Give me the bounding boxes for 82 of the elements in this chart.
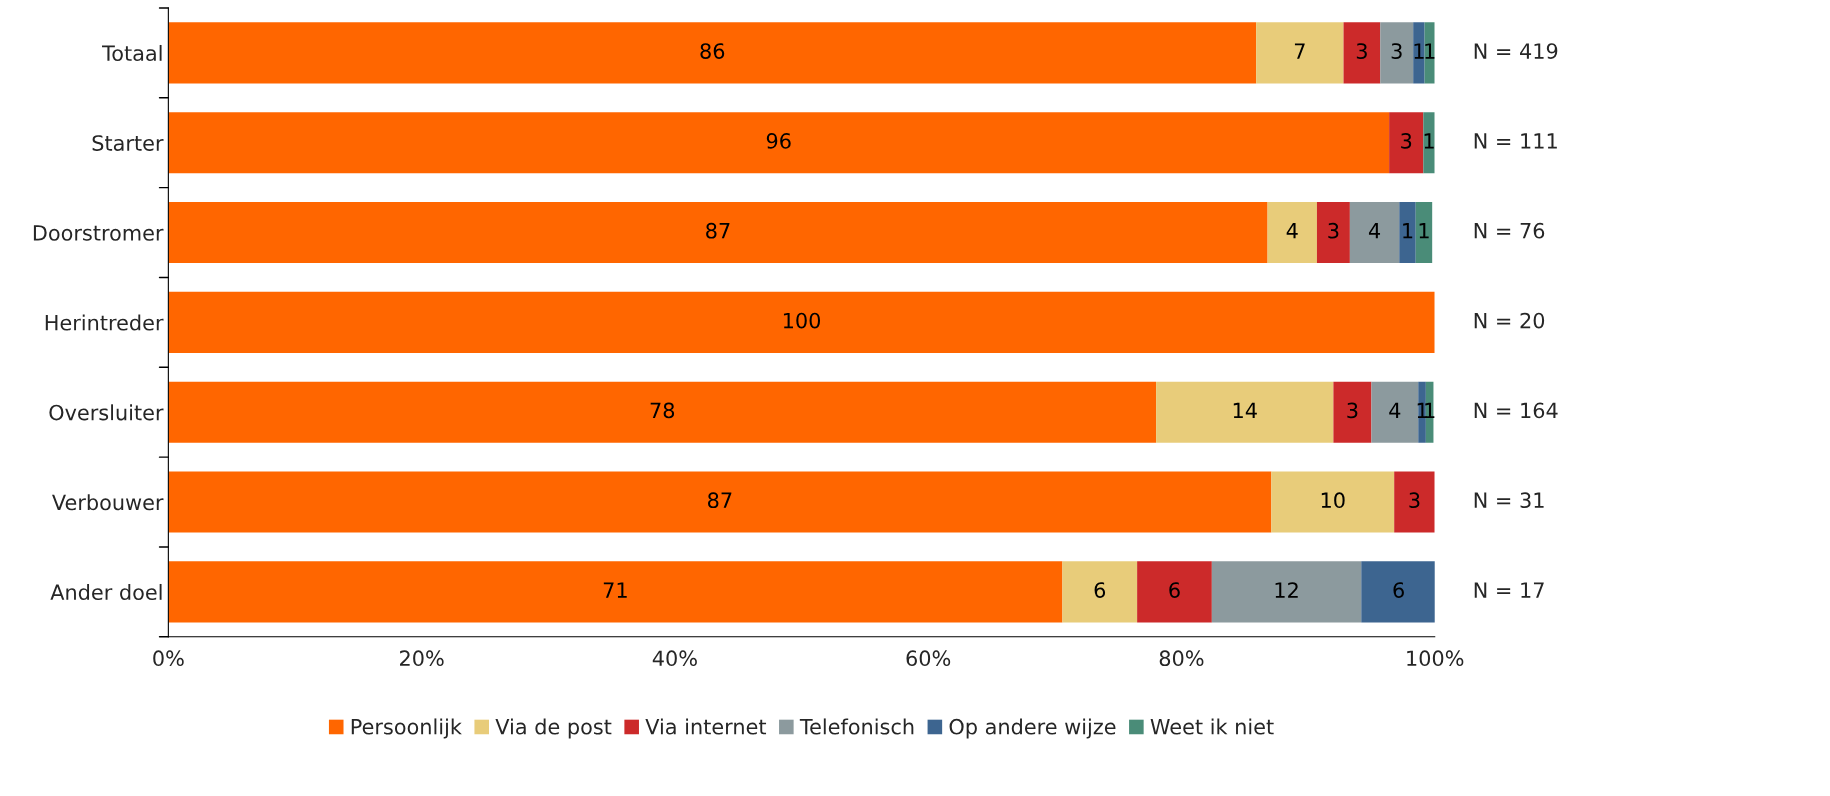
data-label: 100 <box>783 312 821 329</box>
x-tick-label: 60% <box>906 650 951 667</box>
legend-label: Op andere wijze <box>949 718 1116 739</box>
data-label: 14 <box>1233 402 1257 418</box>
data-label: 78 <box>650 402 675 419</box>
data-label: 71 <box>603 582 627 598</box>
bar <box>1333 381 1372 443</box>
bar <box>1316 202 1350 264</box>
y-tick-label: Starter <box>92 135 164 151</box>
y-tick-label: Totaal <box>102 44 162 62</box>
bar <box>168 22 1257 84</box>
data-label: 96 <box>766 133 791 149</box>
bar <box>168 291 1435 353</box>
data-label: 1 <box>1424 133 1434 149</box>
legend-label: Via internet <box>645 718 767 735</box>
bar <box>1361 561 1435 623</box>
bar <box>1267 202 1317 264</box>
x-tick-label: 20% <box>400 650 444 667</box>
y-tick-label: Herintreder <box>45 314 164 331</box>
data-label: 12 <box>1275 582 1298 598</box>
bar <box>1349 202 1400 264</box>
data-label: 4 <box>1368 223 1381 239</box>
data-label: 7 <box>1294 43 1305 59</box>
bar <box>1413 22 1425 84</box>
y-tick-label: Verbouwer <box>52 494 164 511</box>
y-tick-label: Oversluiter <box>49 404 164 421</box>
bar <box>1156 381 1334 443</box>
bar <box>1415 202 1433 264</box>
text: N = 31 <box>1474 492 1544 509</box>
data-label: 1 <box>1403 223 1413 239</box>
x-tick-label: 40% <box>652 650 697 667</box>
legend-label: Via de post <box>495 718 612 739</box>
data-label: 1 <box>1414 43 1424 59</box>
data-label: 4 <box>1389 402 1401 418</box>
bar <box>1380 22 1414 84</box>
text: N = 17 <box>1474 582 1544 598</box>
bar <box>168 471 1272 533</box>
bar <box>1256 22 1344 84</box>
text: N = 20 <box>1474 312 1545 329</box>
data-label: 1 <box>1419 223 1429 239</box>
bar <box>168 561 1063 623</box>
data-label: 1 <box>1417 402 1427 418</box>
bar <box>168 381 1157 443</box>
data-label: 86 <box>700 43 725 59</box>
data-label: 3 <box>1356 43 1367 59</box>
x-tick-label: 100% <box>1407 650 1464 667</box>
data-label: 6 <box>1393 582 1404 598</box>
text: N = 164 <box>1474 402 1558 419</box>
data-label: 10 <box>1321 492 1345 509</box>
y-tick-label: Ander doel <box>50 583 162 601</box>
data-label: 4 <box>1286 223 1298 239</box>
text: N = 111 <box>1474 133 1557 149</box>
data-label: 3 <box>1347 402 1358 419</box>
x-tick-label: 80% <box>1159 650 1204 667</box>
bar <box>1137 561 1212 623</box>
text: N = 419 <box>1474 43 1558 59</box>
text: N = 76 <box>1474 222 1545 239</box>
bar <box>1418 381 1426 443</box>
data-label: 3 <box>1391 43 1402 59</box>
data-label: 87 <box>708 492 732 509</box>
legend-label: Persoonlijk <box>351 718 462 739</box>
bar <box>1271 471 1395 533</box>
legend-label: Weet ik niet <box>1150 718 1274 735</box>
legend-label: Telefonisch <box>799 718 914 735</box>
bar <box>1211 561 1362 623</box>
data-label: 87 <box>706 222 730 239</box>
bar <box>168 112 1390 174</box>
y-tick-label: Doorstromer <box>33 225 164 241</box>
bar <box>168 202 1268 264</box>
data-label: 3 <box>1328 222 1339 239</box>
bar <box>1343 22 1381 84</box>
data-label: 6 <box>1094 582 1106 598</box>
bar <box>1371 381 1419 443</box>
bar <box>1389 112 1424 174</box>
bar <box>1423 112 1435 174</box>
x-tick-label: 0% <box>153 650 184 667</box>
data-label: 3 <box>1401 133 1412 149</box>
bar <box>1394 471 1435 533</box>
bar <box>1399 202 1416 264</box>
data-label: 6 <box>1169 582 1180 598</box>
bar <box>1062 561 1138 623</box>
data-label: 3 <box>1409 492 1420 509</box>
